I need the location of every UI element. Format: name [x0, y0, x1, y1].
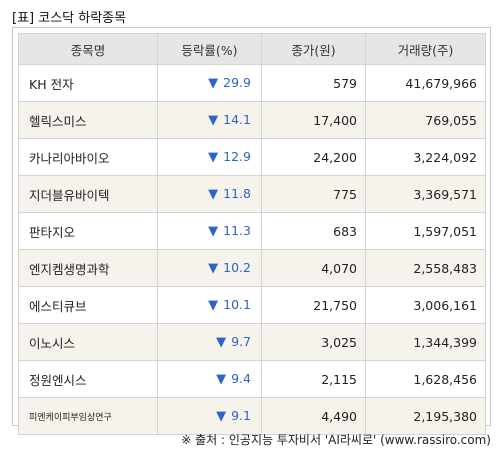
trading-volume: 769,055: [365, 101, 486, 139]
column-header-price: 종가(원): [261, 33, 366, 65]
change-rate-value: 9.1: [231, 408, 251, 423]
change-rate: ▼ 10.2: [157, 249, 262, 287]
table-row: 판타지오 ▼ 11.3 683 1,597,051: [18, 212, 486, 250]
stock-name: KH 전자: [18, 64, 158, 102]
change-rate-value: 9.4: [231, 371, 251, 386]
closing-price: 3,025: [261, 323, 366, 361]
closing-price: 4,070: [261, 249, 366, 287]
change-rate: ▼ 11.8: [157, 175, 262, 213]
trading-volume: 3,369,571: [365, 175, 486, 213]
table-row: 엔지켐생명과학 ▼ 10.2 4,070 2,558,483: [18, 249, 486, 287]
stock-name: 이노시스: [18, 323, 158, 361]
closing-price: 4,490: [261, 397, 366, 435]
table-title: [표] 코스닥 하락종목: [12, 11, 127, 26]
down-arrow-icon: ▼: [208, 261, 219, 276]
closing-price: 24,200: [261, 138, 366, 176]
header-row: 종목명 등락률(%) 종가(원) 거래량(주): [18, 33, 486, 65]
closing-price: 21,750: [261, 286, 366, 324]
table-row: 에스티큐브 ▼ 10.1 21,750 3,006,161: [18, 286, 486, 324]
table-row: KH 전자 ▼ 29.9 579 41,679,966: [18, 64, 486, 102]
trading-volume: 1,597,051: [365, 212, 486, 250]
table-row: 이노시스 ▼ 9.7 3,025 1,344,399: [18, 323, 486, 361]
closing-price: 579: [261, 64, 366, 102]
change-rate-value: 11.3: [223, 223, 251, 238]
column-header-rate: 등락률(%): [157, 33, 262, 65]
down-arrow-icon: ▼: [208, 113, 219, 128]
closing-price: 683: [261, 212, 366, 250]
down-arrow-icon: ▼: [208, 150, 219, 165]
stock-name: 헬릭스미스: [18, 101, 158, 139]
down-arrow-icon: ▼: [216, 335, 227, 350]
closing-price: 2,115: [261, 360, 366, 398]
stock-name: 정원엔시스: [18, 360, 158, 398]
stock-name: 판타지오: [18, 212, 158, 250]
change-rate: ▼ 29.9: [157, 64, 262, 102]
stock-name: 지더블유바이텍: [18, 175, 158, 213]
closing-price: 775: [261, 175, 366, 213]
change-rate-value: 11.8: [223, 186, 251, 201]
change-rate: ▼ 9.1: [157, 397, 262, 435]
stock-table: 종목명 등락률(%) 종가(원) 거래량(주) KH 전자 ▼ 29.9 579 41,…: [18, 33, 486, 435]
stock-name: 에스티큐브: [18, 286, 158, 324]
table-row: 헬릭스미스 ▼ 14.1 17,400 769,055: [18, 101, 486, 139]
change-rate: ▼ 14.1: [157, 101, 262, 139]
change-rate-value: 29.9: [223, 75, 251, 90]
stock-name: 엔지켐생명과학: [18, 249, 158, 287]
down-arrow-icon: ▼: [216, 409, 227, 424]
change-rate: ▼ 10.1: [157, 286, 262, 324]
table-row: 카나리아바이오 ▼ 12.9 24,200 3,224,092: [18, 138, 486, 176]
stock-name: 카나리아바이오: [18, 138, 158, 176]
source-note: ※ 출처 : 인공지능 투자비서 'AI라씨로' (www.rassiro.co…: [181, 433, 491, 447]
trading-volume: 1,344,399: [365, 323, 486, 361]
change-rate-value: 9.7: [231, 334, 251, 349]
column-header-volume: 거래량(주): [365, 33, 486, 65]
change-rate: ▼ 12.9: [157, 138, 262, 176]
stock-name: 피엔케이피부임상연구: [18, 397, 158, 435]
table-row: 지더블유바이텍 ▼ 11.8 775 3,369,571: [18, 175, 486, 213]
trading-volume: 1,628,456: [365, 360, 486, 398]
table-frame: 종목명 등락률(%) 종가(원) 거래량(주) KH 전자 ▼ 29.9 579 41,…: [12, 27, 491, 435]
down-arrow-icon: ▼: [208, 298, 219, 313]
trading-volume: 41,679,966: [365, 64, 486, 102]
change-rate-value: 12.9: [223, 149, 251, 164]
change-rate-value: 14.1: [223, 112, 251, 127]
down-arrow-icon: ▼: [208, 224, 219, 239]
closing-price: 17,400: [261, 101, 366, 139]
trading-volume: 2,558,483: [365, 249, 486, 287]
change-rate: ▼ 9.7: [157, 323, 262, 361]
change-rate-value: 10.2: [223, 260, 251, 275]
table-row: 피엔케이피부임상연구 ▼ 9.1 4,490 2,195,380: [18, 397, 486, 435]
change-rate: ▼ 11.3: [157, 212, 262, 250]
down-arrow-icon: ▼: [216, 372, 227, 387]
trading-volume: 2,195,380: [365, 397, 486, 435]
down-arrow-icon: ▼: [208, 187, 219, 202]
down-arrow-icon: ▼: [208, 76, 219, 91]
change-rate-value: 10.1: [223, 297, 251, 312]
column-header-name: 종목명: [18, 33, 158, 65]
change-rate: ▼ 9.4: [157, 360, 262, 398]
table-row: 정원엔시스 ▼ 9.4 2,115 1,628,456: [18, 360, 486, 398]
trading-volume: 3,006,161: [365, 286, 486, 324]
trading-volume: 3,224,092: [365, 138, 486, 176]
